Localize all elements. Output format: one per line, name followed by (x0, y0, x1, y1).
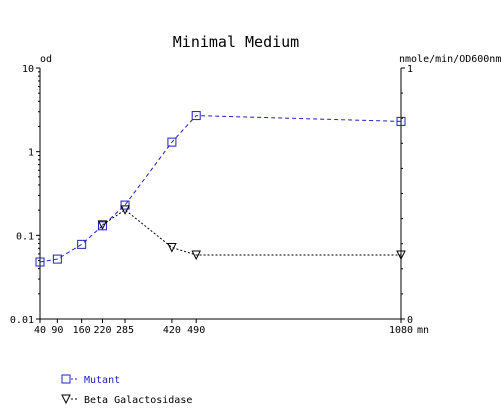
series-line-2 (102, 209, 401, 256)
left-tick-label: 1 (28, 148, 34, 159)
data-point (120, 205, 130, 215)
x-tick-label: 1080 (389, 325, 413, 336)
right-axis-label: nmole/min/OD600nm (399, 54, 501, 65)
data-point (167, 137, 177, 147)
x-tick-label: 90 (51, 325, 63, 336)
data-point (396, 250, 406, 261)
data-point (97, 220, 108, 230)
left-tick-label: 10 (22, 64, 34, 75)
right-tick-label: 1 (407, 64, 413, 75)
left-tick-label: 0.01 (10, 315, 34, 326)
legend-label: Beta Galactosidase (84, 395, 192, 405)
data-point (120, 200, 130, 210)
x-tick-label: 285 (116, 325, 134, 336)
x-tick-label: 40 (34, 325, 46, 336)
x-tick-label: 220 (93, 325, 111, 336)
x-tick-label: 490 (187, 325, 205, 336)
data-point (191, 250, 202, 261)
right-tick-label: 0 (407, 315, 413, 326)
x-tick-label: 420 (163, 325, 181, 336)
series-line-1 (39, 115, 402, 263)
x-unit-label: mn (417, 325, 429, 336)
data-point (77, 239, 87, 249)
legend: Mutant Beta Galactosidase (61, 374, 192, 406)
left-axis-label: od (40, 54, 52, 65)
data-point (167, 242, 177, 253)
series-layer (35, 111, 406, 267)
x-tick-label: 160 (73, 325, 91, 336)
data-point (52, 254, 62, 264)
chart-title: Minimal Medium (173, 33, 299, 51)
left-tick-label: 0.1 (16, 231, 34, 242)
legend-marker (61, 394, 71, 405)
data-point (191, 111, 201, 121)
data-point (35, 257, 45, 267)
legend-marker (61, 374, 71, 384)
data-point (396, 116, 406, 126)
legend-label: Mutant (84, 375, 120, 386)
